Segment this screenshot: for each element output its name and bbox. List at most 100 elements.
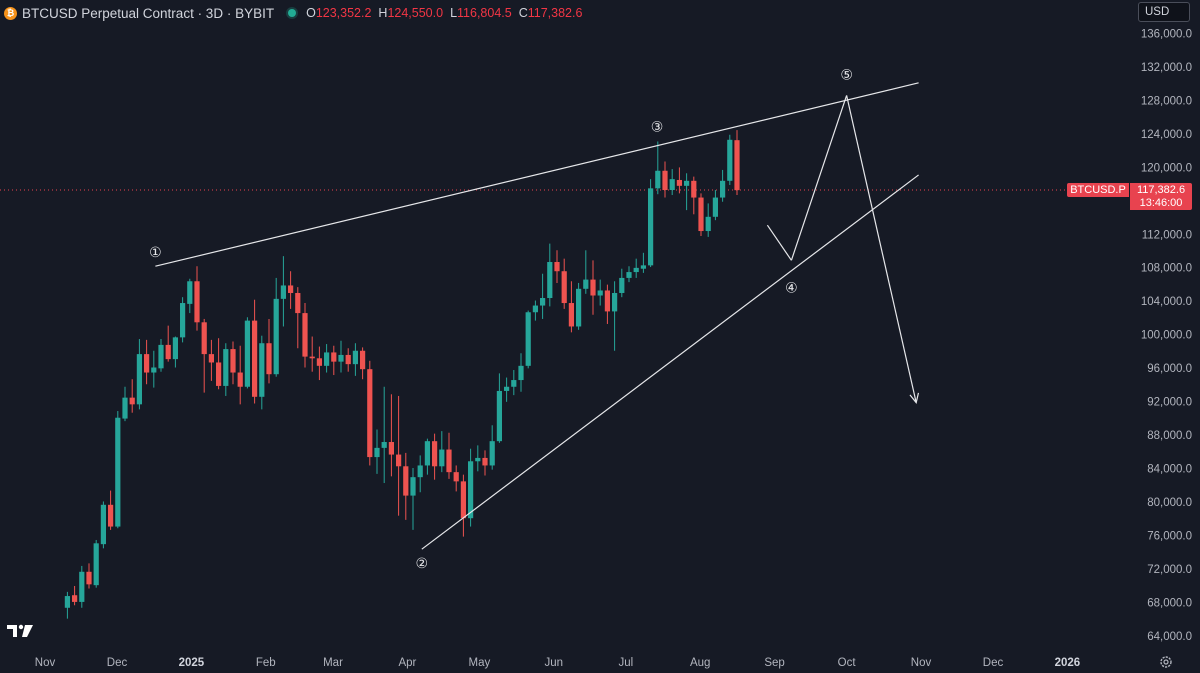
- time-tick-label: Dec: [107, 657, 128, 669]
- candle-body: [482, 457, 488, 466]
- candle: [597, 279, 603, 306]
- candle-body: [309, 356, 315, 359]
- candle-body: [583, 279, 589, 289]
- candle-body: [108, 504, 114, 527]
- time-tick-label: Mar: [323, 657, 343, 669]
- tradingview-logo-icon[interactable]: [7, 623, 35, 639]
- candle-body: [662, 170, 668, 191]
- candle-body: [511, 380, 517, 387]
- open-key: O: [306, 6, 316, 20]
- candle-body: [626, 272, 632, 278]
- candle: [180, 297, 186, 343]
- candle-body: [705, 216, 711, 232]
- candle: [590, 260, 596, 315]
- candle: [662, 161, 668, 198]
- candle-body: [561, 271, 567, 304]
- candle: [460, 474, 466, 537]
- candle-body: [576, 288, 582, 327]
- candle: [237, 345, 243, 405]
- price-tick-label: 80,000.0: [1147, 497, 1192, 509]
- arrow-head-icon: [909, 392, 920, 405]
- price-axis[interactable]: 136,000.0 132,000.0 128,000.0 124,000.0 120,…: [1141, 28, 1192, 643]
- candle: [72, 586, 78, 606]
- candle: [151, 350, 157, 388]
- candle: [648, 179, 654, 268]
- candle: [388, 394, 394, 477]
- high-value: 124,550.0: [387, 6, 444, 20]
- candle-body: [165, 344, 171, 360]
- candle-body: [691, 180, 697, 198]
- candle-body: [396, 454, 402, 467]
- bitcoin-icon: ₿: [4, 6, 17, 20]
- candle-body: [669, 179, 675, 191]
- candle-body: [489, 441, 495, 466]
- candle-body: [86, 571, 92, 585]
- candle: [223, 343, 229, 396]
- candle: [252, 299, 258, 404]
- candle: [216, 338, 222, 390]
- candle-body: [381, 442, 387, 448]
- candle: [129, 379, 135, 413]
- candle: [331, 345, 337, 376]
- low-value: 116,804.5: [457, 6, 512, 20]
- candle: [165, 325, 171, 362]
- candle-body: [619, 277, 625, 293]
- candle: [727, 134, 733, 185]
- candle-body: [216, 362, 222, 386]
- candle: [230, 341, 236, 385]
- candle-body: [230, 349, 236, 373]
- candle: [396, 395, 402, 516]
- candle-body: [266, 343, 272, 375]
- open-value: 123,352.2: [315, 6, 372, 20]
- high-key: H: [378, 6, 388, 20]
- candle-body: [273, 298, 279, 375]
- time-axis[interactable]: Nov Dec 2025 Feb Mar Apr May Jun Jul Aug Sep Oct Nov…: [35, 657, 1080, 669]
- candle: [568, 281, 574, 333]
- candle-body: [115, 417, 121, 527]
- candle: [288, 271, 294, 309]
- time-tick-label: 2025: [179, 657, 205, 669]
- trend-line: [421, 174, 919, 550]
- candle-body: [374, 447, 380, 458]
- candle: [208, 339, 214, 381]
- candle: [446, 432, 452, 479]
- candle: [720, 169, 726, 202]
- candle: [691, 176, 697, 215]
- candle: [561, 258, 567, 309]
- time-tick-label: Sep: [764, 657, 784, 669]
- candle-body: [280, 285, 286, 299]
- candle-body: [424, 441, 430, 466]
- candle-body: [460, 481, 466, 519]
- candle: [367, 360, 373, 466]
- candle-body: [734, 140, 740, 191]
- wave-label: ①: [149, 245, 162, 261]
- candle-body: [504, 386, 510, 391]
- candle-body: [532, 305, 538, 313]
- symbol-title[interactable]: BTCUSD Perpetual Contract · 3D · BYBIT: [22, 5, 275, 21]
- candle: [273, 277, 279, 377]
- price-tick-label: 76,000.0: [1147, 531, 1192, 543]
- candle-body: [122, 397, 128, 419]
- drawings-layer: ① ② ③ ④ ⑤: [149, 67, 920, 572]
- candle: [280, 256, 286, 327]
- candle-body: [410, 477, 416, 496]
- candle: [194, 266, 200, 331]
- candle: [684, 173, 690, 211]
- candle: [619, 268, 625, 298]
- candle-body: [648, 188, 654, 266]
- candles-layer: [64, 130, 740, 619]
- currency-selector[interactable]: USD: [1138, 2, 1190, 22]
- candle-body: [237, 372, 243, 387]
- candle: [352, 343, 358, 376]
- candle: [525, 310, 531, 369]
- price-tick-label: 128,000.0: [1141, 95, 1192, 107]
- gear-icon[interactable]: [1159, 655, 1173, 669]
- price-tick-label: 84,000.0: [1147, 464, 1192, 476]
- candle-body: [453, 472, 459, 482]
- price-tick-label: 112,000.0: [1142, 229, 1192, 241]
- candle: [655, 141, 661, 195]
- candle: [79, 565, 85, 608]
- candle-body: [259, 343, 265, 397]
- time-tick-label: 2026: [1055, 657, 1081, 669]
